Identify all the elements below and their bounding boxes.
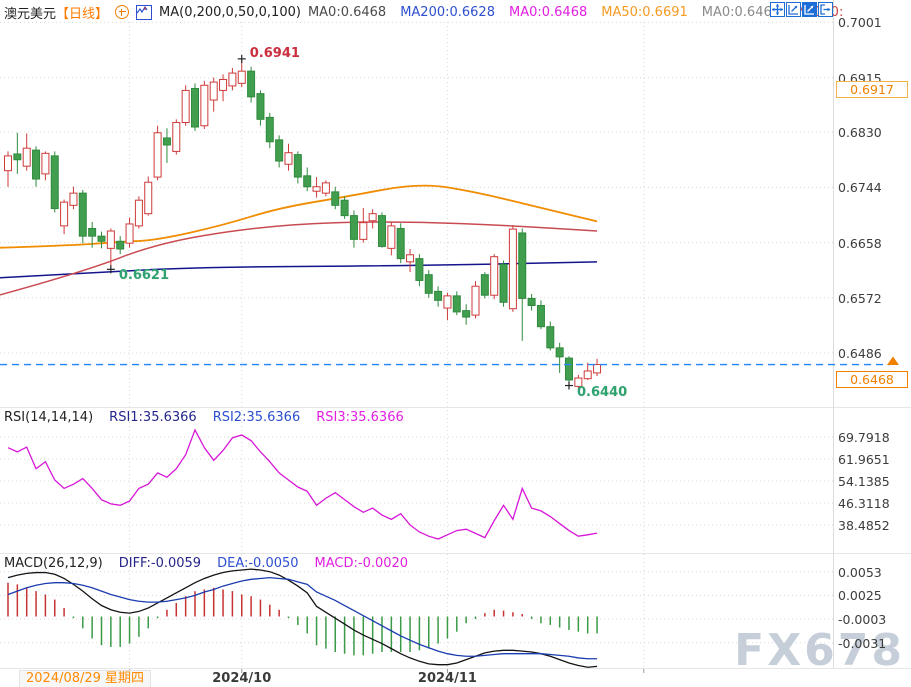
- price-axis-label: 0.6744: [838, 180, 882, 196]
- macd-title: MACD(26,12,9): [4, 556, 103, 571]
- ma-value: MA200:0.6628: [400, 4, 495, 20]
- chart-toolbar: [770, 2, 833, 17]
- first-date-label: 2024/08/29 星期四: [19, 670, 152, 687]
- rsi-axis-label: 54.1385: [838, 473, 890, 489]
- macd-axis-label: -0.0003: [838, 612, 887, 628]
- rsi-value: RSI2:35.6366: [212, 410, 301, 425]
- rsi-values: RSI1:35.6366 RSI2:35.6366 RSI3:35.6366: [109, 410, 404, 425]
- rsi-axis-label: 46.3118: [838, 495, 890, 511]
- x-axis-label: 2024/11: [417, 671, 477, 686]
- current-price-tag: 0.6468: [836, 370, 908, 388]
- ma-value: MA0:0.6468: [307, 4, 387, 20]
- rsi-value: RSI1:35.6366: [109, 410, 197, 425]
- macd-axis-label: 0.0025: [838, 588, 882, 604]
- symbol-name: 澳元美元: [4, 6, 57, 22]
- price-axis-label: 0.6830: [838, 125, 882, 141]
- macd-value: DEA:-0.0050: [217, 556, 299, 571]
- rsi-header: RSI(14,14,14) RSI1:35.6366 RSI2:35.6366 RS…: [4, 410, 404, 425]
- rsi-value: RSI3:35.6366: [316, 410, 404, 425]
- axis-zoom-icon[interactable]: [786, 2, 801, 17]
- watermark: FX678: [734, 625, 905, 676]
- price-annotation: 0.6941: [249, 45, 300, 61]
- rsi-title: RSI(14,14,14): [4, 410, 94, 425]
- chart-type-icon[interactable]: [136, 4, 153, 20]
- price-axis-label: 0.6486: [838, 346, 882, 361]
- ma-value: MA50:0.6691: [601, 4, 688, 20]
- price-axis-label: 0.6658: [838, 235, 882, 251]
- x-axis: 2024/08/29 星期四 2024/10 2024/11: [0, 670, 911, 687]
- add-indicator-icon[interactable]: [115, 5, 130, 19]
- ma-value: MA0:0.6468: [701, 4, 781, 20]
- rsi-axis-label: 38.4852: [838, 517, 890, 533]
- price-annotation: 0.6621: [118, 268, 170, 284]
- ma-values: MA0:0.6468 MA200:0.6628 MA0:0.6468 MA50:0.6…: [308, 5, 843, 20]
- ma-settings: MA(0,200,0,50,0,100): [159, 4, 301, 20]
- price-annotation: 0.6440: [577, 384, 628, 400]
- macd-values: DIFF:-0.0059 DEA:-0.0050 MACD:-0.0020: [119, 556, 408, 571]
- exit-icon[interactable]: [818, 2, 833, 17]
- x-axis-label: 2024/10: [212, 671, 272, 686]
- pan-icon[interactable]: [770, 2, 785, 17]
- price-axis-label: 0.6572: [838, 290, 882, 306]
- rsi-axis-label: 69.7918: [838, 430, 890, 445]
- ma-value: MA0:0.6468: [508, 4, 588, 20]
- axis-scale-icon[interactable]: [802, 2, 817, 17]
- price-axis-label: 0.7001: [838, 15, 882, 31]
- rsi-axis-label: 61.9651: [838, 452, 890, 467]
- macd-value: MACD:-0.0020: [314, 556, 409, 571]
- macd-value: DIFF:-0.0059: [118, 556, 202, 571]
- macd-axis-label: -0.0031: [838, 635, 887, 651]
- price-alert-tag: 0.6917: [836, 81, 908, 98]
- period-label: 【日线】: [56, 6, 109, 22]
- chart-header: 澳元美元 【日线】 MA(0,200,0,50,0,100) MA0:0.6468…: [4, 3, 843, 22]
- macd-axis-label: 0.0053: [838, 564, 882, 580]
- macd-header: MACD(26,12,9) DIFF:-0.0059 DEA:-0.0050 MAC…: [4, 556, 408, 571]
